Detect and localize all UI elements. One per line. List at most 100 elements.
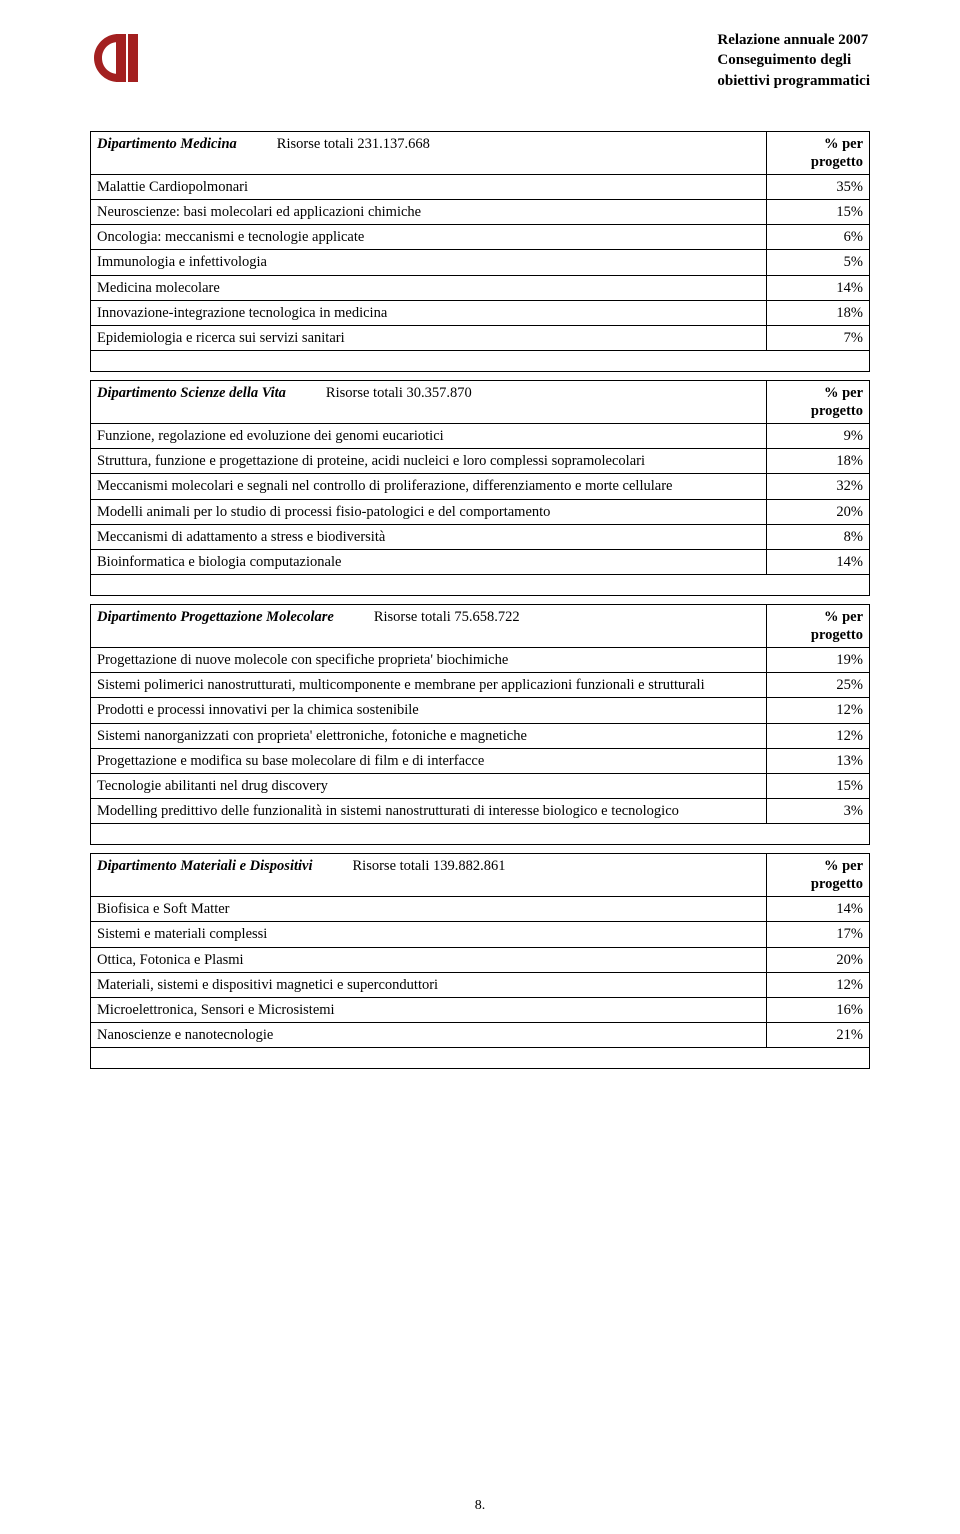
row-pct: 12% bbox=[767, 723, 870, 748]
resources-label: Risorse totali 139.882.861 bbox=[313, 858, 506, 874]
row-label: Modelling predittivo delle funzionalità … bbox=[91, 798, 767, 823]
row-pct: 18% bbox=[767, 300, 870, 325]
department-title-row: Dipartimento Scienze della VitaRisorse t… bbox=[91, 380, 870, 423]
table-row: Bioinformatica e biologia computazionale… bbox=[91, 549, 870, 574]
row-pct: 35% bbox=[767, 175, 870, 200]
table-row: Biofisica e Soft Matter14% bbox=[91, 897, 870, 922]
department-title-row: Dipartimento Materiali e DispositiviRiso… bbox=[91, 854, 870, 897]
row-pct: 19% bbox=[767, 648, 870, 673]
row-pct: 12% bbox=[767, 972, 870, 997]
row-label: Struttura, funzione e progettazione di p… bbox=[91, 449, 767, 474]
table-row: Progettazione e modifica su base molecol… bbox=[91, 748, 870, 773]
row-pct: 5% bbox=[767, 250, 870, 275]
cnr-logo-icon bbox=[90, 30, 146, 86]
row-pct: 13% bbox=[767, 748, 870, 773]
table-row: Modelling predittivo delle funzionalità … bbox=[91, 798, 870, 823]
pct-header: % perprogetto bbox=[767, 131, 870, 174]
pct-header: % perprogetto bbox=[767, 854, 870, 897]
spacer-cell bbox=[91, 1048, 870, 1069]
spacer-row bbox=[91, 1048, 870, 1069]
table-row: Neuroscienze: basi molecolari ed applica… bbox=[91, 200, 870, 225]
row-pct: 20% bbox=[767, 499, 870, 524]
row-label: Nanoscienze e nanotecnologie bbox=[91, 1022, 767, 1047]
header-line-3: obiettivi programmatici bbox=[717, 71, 870, 91]
row-pct: 6% bbox=[767, 225, 870, 250]
row-label: Materiali, sistemi e dispositivi magneti… bbox=[91, 972, 767, 997]
spacer-row bbox=[91, 574, 870, 595]
department-name-cell: Dipartimento Scienze della VitaRisorse t… bbox=[91, 380, 767, 423]
row-label: Biofisica e Soft Matter bbox=[91, 897, 767, 922]
resources-label: Risorse totali 231.137.668 bbox=[237, 136, 430, 152]
row-pct: 18% bbox=[767, 449, 870, 474]
table-row: Malattie Cardiopolmonari35% bbox=[91, 175, 870, 200]
page: Relazione annuale 2007 Conseguimento deg… bbox=[0, 0, 960, 1534]
row-label: Progettazione di nuove molecole con spec… bbox=[91, 648, 767, 673]
row-label: Meccanismi molecolari e segnali nel cont… bbox=[91, 474, 767, 499]
row-pct: 21% bbox=[767, 1022, 870, 1047]
row-label: Progettazione e modifica su base molecol… bbox=[91, 748, 767, 773]
table-row: Prodotti e processi innovativi per la ch… bbox=[91, 698, 870, 723]
row-pct: 20% bbox=[767, 947, 870, 972]
row-label: Innovazione-integrazione tecnologica in … bbox=[91, 300, 767, 325]
table-row: Struttura, funzione e progettazione di p… bbox=[91, 449, 870, 474]
row-label: Funzione, regolazione ed evoluzione dei … bbox=[91, 424, 767, 449]
department-table: Dipartimento Progettazione MolecolareRis… bbox=[90, 604, 870, 845]
table-row: Immunologia e infettivologia5% bbox=[91, 250, 870, 275]
row-pct: 8% bbox=[767, 524, 870, 549]
department-name-cell: Dipartimento MedicinaRisorse totali 231.… bbox=[91, 131, 767, 174]
row-label: Sistemi polimerici nanostrutturati, mult… bbox=[91, 673, 767, 698]
table-row: Nanoscienze e nanotecnologie21% bbox=[91, 1022, 870, 1047]
row-label: Ottica, Fotonica e Plasmi bbox=[91, 947, 767, 972]
pct-header: % perprogetto bbox=[767, 380, 870, 423]
department-name: Dipartimento Materiali e Dispositivi bbox=[97, 858, 313, 874]
department-title-row: Dipartimento Progettazione MolecolareRis… bbox=[91, 604, 870, 647]
row-label: Epidemiologia e ricerca sui servizi sani… bbox=[91, 325, 767, 350]
department-name: Dipartimento Scienze della Vita bbox=[97, 385, 286, 401]
row-label: Malattie Cardiopolmonari bbox=[91, 175, 767, 200]
page-header: Relazione annuale 2007 Conseguimento deg… bbox=[90, 30, 870, 91]
table-row: Meccanismi molecolari e segnali nel cont… bbox=[91, 474, 870, 499]
row-pct: 12% bbox=[767, 698, 870, 723]
row-label: Modelli animali per lo studio di process… bbox=[91, 499, 767, 524]
row-label: Immunologia e infettivologia bbox=[91, 250, 767, 275]
row-pct: 14% bbox=[767, 275, 870, 300]
row-label: Bioinformatica e biologia computazionale bbox=[91, 549, 767, 574]
row-pct: 32% bbox=[767, 474, 870, 499]
header-line-1: Relazione annuale 2007 bbox=[717, 30, 870, 50]
department-table: Dipartimento Scienze della VitaRisorse t… bbox=[90, 380, 870, 596]
spacer-row bbox=[91, 824, 870, 845]
department-name: Dipartimento Progettazione Molecolare bbox=[97, 609, 334, 625]
department-title-row: Dipartimento MedicinaRisorse totali 231.… bbox=[91, 131, 870, 174]
table-row: Sistemi e materiali complessi17% bbox=[91, 922, 870, 947]
row-label: Sistemi nanorganizzati con proprieta' el… bbox=[91, 723, 767, 748]
table-row: Sistemi polimerici nanostrutturati, mult… bbox=[91, 673, 870, 698]
spacer-cell bbox=[91, 574, 870, 595]
row-label: Prodotti e processi innovativi per la ch… bbox=[91, 698, 767, 723]
table-row: Progettazione di nuove molecole con spec… bbox=[91, 648, 870, 673]
table-row: Epidemiologia e ricerca sui servizi sani… bbox=[91, 325, 870, 350]
department-name-cell: Dipartimento Progettazione MolecolareRis… bbox=[91, 604, 767, 647]
table-row: Meccanismi di adattamento a stress e bio… bbox=[91, 524, 870, 549]
table-row: Sistemi nanorganizzati con proprieta' el… bbox=[91, 723, 870, 748]
table-row: Tecnologie abilitanti nel drug discovery… bbox=[91, 773, 870, 798]
table-row: Modelli animali per lo studio di process… bbox=[91, 499, 870, 524]
header-line-2: Conseguimento degli bbox=[717, 50, 870, 70]
table-row: Oncologia: meccanismi e tecnologie appli… bbox=[91, 225, 870, 250]
row-pct: 15% bbox=[767, 773, 870, 798]
header-text: Relazione annuale 2007 Conseguimento deg… bbox=[717, 30, 870, 91]
pct-header: % perprogetto bbox=[767, 604, 870, 647]
table-row: Innovazione-integrazione tecnologica in … bbox=[91, 300, 870, 325]
department-table: Dipartimento MedicinaRisorse totali 231.… bbox=[90, 131, 870, 372]
spacer-cell bbox=[91, 350, 870, 371]
row-pct: 17% bbox=[767, 922, 870, 947]
row-label: Tecnologie abilitanti nel drug discovery bbox=[91, 773, 767, 798]
table-row: Microelettronica, Sensori e Microsistemi… bbox=[91, 997, 870, 1022]
department-table: Dipartimento Materiali e DispositiviRiso… bbox=[90, 853, 870, 1069]
table-row: Materiali, sistemi e dispositivi magneti… bbox=[91, 972, 870, 997]
row-pct: 3% bbox=[767, 798, 870, 823]
tables-container: Dipartimento MedicinaRisorse totali 231.… bbox=[90, 131, 870, 1069]
row-label: Microelettronica, Sensori e Microsistemi bbox=[91, 997, 767, 1022]
spacer-cell bbox=[91, 824, 870, 845]
page-number: 8. bbox=[0, 1498, 960, 1514]
row-label: Oncologia: meccanismi e tecnologie appli… bbox=[91, 225, 767, 250]
